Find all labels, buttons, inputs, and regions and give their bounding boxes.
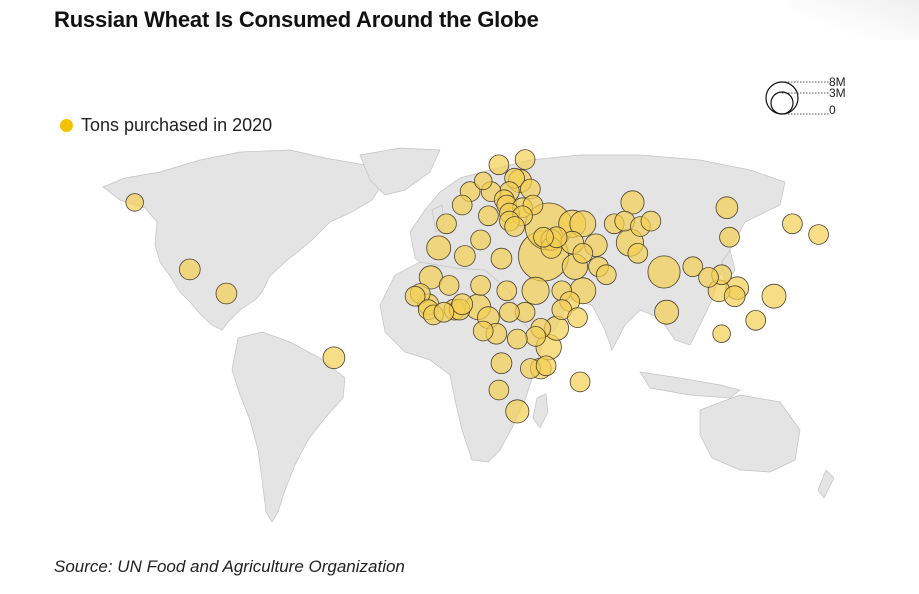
marker-niger: [470, 275, 491, 296]
marker-gabon: [472, 320, 494, 342]
marker-north-korea: [782, 213, 803, 235]
marker-japan: [808, 224, 829, 245]
marker-kuwait: [572, 243, 594, 264]
marker-pakistan: [627, 243, 649, 264]
marker-cambodia: [723, 285, 746, 308]
land-greenland: [359, 147, 441, 196]
marker-madagascar: [569, 371, 591, 393]
marker-canada: [125, 193, 144, 212]
size-key: 8M 3M 0: [765, 75, 846, 117]
marker-sri-lanka: [654, 299, 679, 325]
markers-layer: [125, 149, 829, 424]
marker-rwanda: [525, 326, 546, 347]
land-indonesia: [639, 371, 741, 399]
marker-sweden: [488, 154, 510, 176]
marker-angola: [490, 352, 513, 375]
marker-malaysia: [745, 309, 766, 331]
marker-central-america: [215, 282, 238, 305]
marker-dr-congo: [506, 328, 528, 350]
marker-denmark: [474, 171, 493, 191]
marker-namibia: [488, 379, 510, 401]
marker-oman: [595, 264, 617, 286]
marker-ivory-coast: [433, 301, 455, 323]
marker-myanmar: [698, 267, 719, 288]
marker-tunisia: [470, 229, 491, 251]
marker-spain: [436, 213, 457, 235]
marker-libya: [490, 247, 513, 270]
marker-car: [499, 301, 520, 323]
marker-gambia: [404, 285, 426, 307]
source-note: Source: UN Food and Agriculture Organiza…: [54, 557, 405, 576]
marker-mexico: [179, 258, 201, 281]
marker-indonesia: [712, 324, 731, 343]
legend-label: Tons purchased in 2020: [81, 115, 273, 135]
size-key-circle-small: [770, 91, 794, 115]
land-new-zealand: [817, 469, 835, 499]
marker-kyrgyzstan: [640, 210, 662, 232]
marker-india: [647, 255, 681, 289]
marker-chad: [496, 280, 518, 302]
marker-algeria: [454, 245, 476, 267]
marker-mali: [438, 275, 460, 296]
marker-france: [451, 194, 473, 216]
marker-greece: [504, 216, 525, 237]
marker-cyprus: [533, 226, 554, 248]
land-north-america: [102, 149, 386, 331]
size-key-label-0: 0: [829, 103, 836, 117]
marker-italy: [478, 205, 499, 227]
marker-somalia: [567, 307, 588, 328]
marker-morocco: [426, 235, 452, 261]
corner-shade: [789, 0, 919, 40]
marker-china: [719, 226, 740, 248]
page-title: Russian Wheat Is Consumed Around the Glo…: [54, 7, 539, 32]
marker-mongolia: [715, 196, 739, 220]
land-australia: [699, 394, 801, 473]
marker-finland: [514, 149, 536, 170]
marker-azerbaijan: [569, 210, 597, 238]
land-south-america: [231, 331, 346, 523]
marker-sudan: [521, 276, 550, 305]
marker-benin: [451, 293, 474, 316]
size-key-label-3m: 3M: [829, 86, 846, 100]
marker-kazakhstan: [620, 190, 645, 215]
marker-brazil: [322, 346, 346, 370]
marker-south-africa: [505, 399, 530, 424]
legend-dot-icon: [60, 119, 73, 132]
marker-malawi: [535, 355, 557, 377]
legend: Tons purchased in 2020: [60, 115, 272, 136]
marker-bangladesh: [682, 256, 704, 278]
size-key-label-8m: 8M: [829, 75, 846, 89]
land-madagascar: [532, 393, 549, 429]
marker-philippines: [761, 283, 787, 309]
marker-mauritania: [418, 265, 443, 290]
